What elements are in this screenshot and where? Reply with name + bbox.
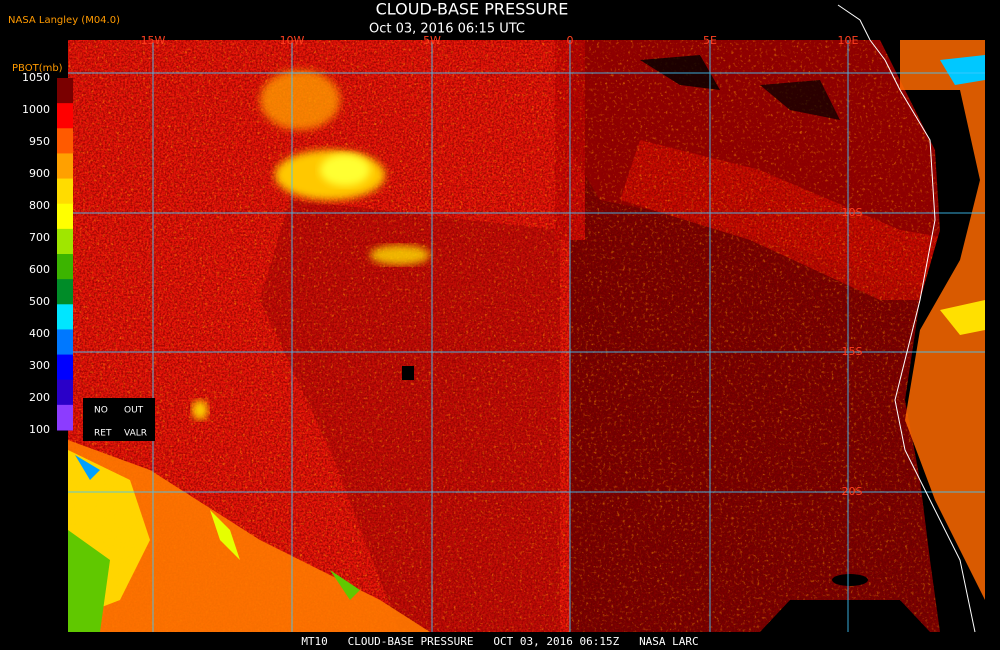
longitude-label: 15W: [141, 34, 166, 47]
colorbar-tick-label: 1000: [22, 103, 50, 116]
longitude-label: 10E: [838, 34, 859, 47]
longitude-label: 5E: [703, 34, 717, 47]
legend-text: NO: [94, 406, 108, 416]
colorbar-tick-label: 900: [29, 167, 50, 180]
colorbar-segment: [57, 153, 73, 180]
colorbar-tick-label: 200: [29, 391, 50, 404]
colorbar-segment: [57, 404, 73, 431]
colorbar-segment: [57, 178, 73, 205]
longitude-label: 5W: [423, 34, 441, 47]
latitude-label: 10S: [842, 206, 863, 219]
colorbar-tick-label: 800: [29, 199, 50, 212]
colorbar-segment: [57, 354, 73, 381]
legend-text: VALR: [124, 429, 147, 439]
colorbar-tick-label: 100: [29, 423, 50, 436]
colorbar-segment: [57, 103, 73, 129]
longitude-label: 10W: [280, 34, 305, 47]
map: [68, 40, 985, 632]
colorbar-segment: [57, 304, 73, 330]
title: CLOUD-BASE PRESSURE: [376, 0, 569, 19]
graticule: [68, 40, 985, 632]
overlays: 1050 1000 950 900 800 700 600 500 400 300 200 100 NO…: [22, 34, 863, 498]
legend-box: [83, 398, 155, 441]
agency: NASA Langley (M04.0): [8, 15, 120, 26]
colorbar-tick-label: 950: [29, 135, 50, 148]
coastline: [837, 4, 976, 633]
colorbar-tick-label: 500: [29, 295, 50, 308]
colorbar-tick-label: 1050: [22, 71, 50, 84]
colorbar-tick-label: 300: [29, 359, 50, 372]
colorbar-segment: [57, 279, 73, 305]
colorbar-segment: [57, 128, 73, 154]
legend-text: OUT: [124, 406, 144, 416]
colorbar-tick-label: 400: [29, 327, 50, 340]
colorbar-tick-label: 600: [29, 263, 50, 276]
colorbar-segment: [57, 254, 73, 280]
colorbar-segment: [57, 329, 73, 356]
legend-text: RET: [94, 429, 112, 439]
footer: MT10 CLOUD-BASE PRESSURE OCT 03, 2016 06…: [301, 635, 698, 648]
colorbar-segment: [57, 203, 73, 230]
colorbar-tick-label: 700: [29, 231, 50, 244]
longitude-label: 0: [567, 34, 574, 47]
colorbar-segment: [57, 228, 73, 255]
colorbar-label: PBOT(mb): [12, 63, 63, 74]
latitude-label: 15S: [842, 345, 863, 358]
colorbar-segment: [57, 379, 73, 406]
colorbar-segment: [57, 78, 73, 104]
datetime: Oct 03, 2016 06:15 UTC: [369, 22, 525, 37]
latitude-label: 20S: [842, 485, 863, 498]
